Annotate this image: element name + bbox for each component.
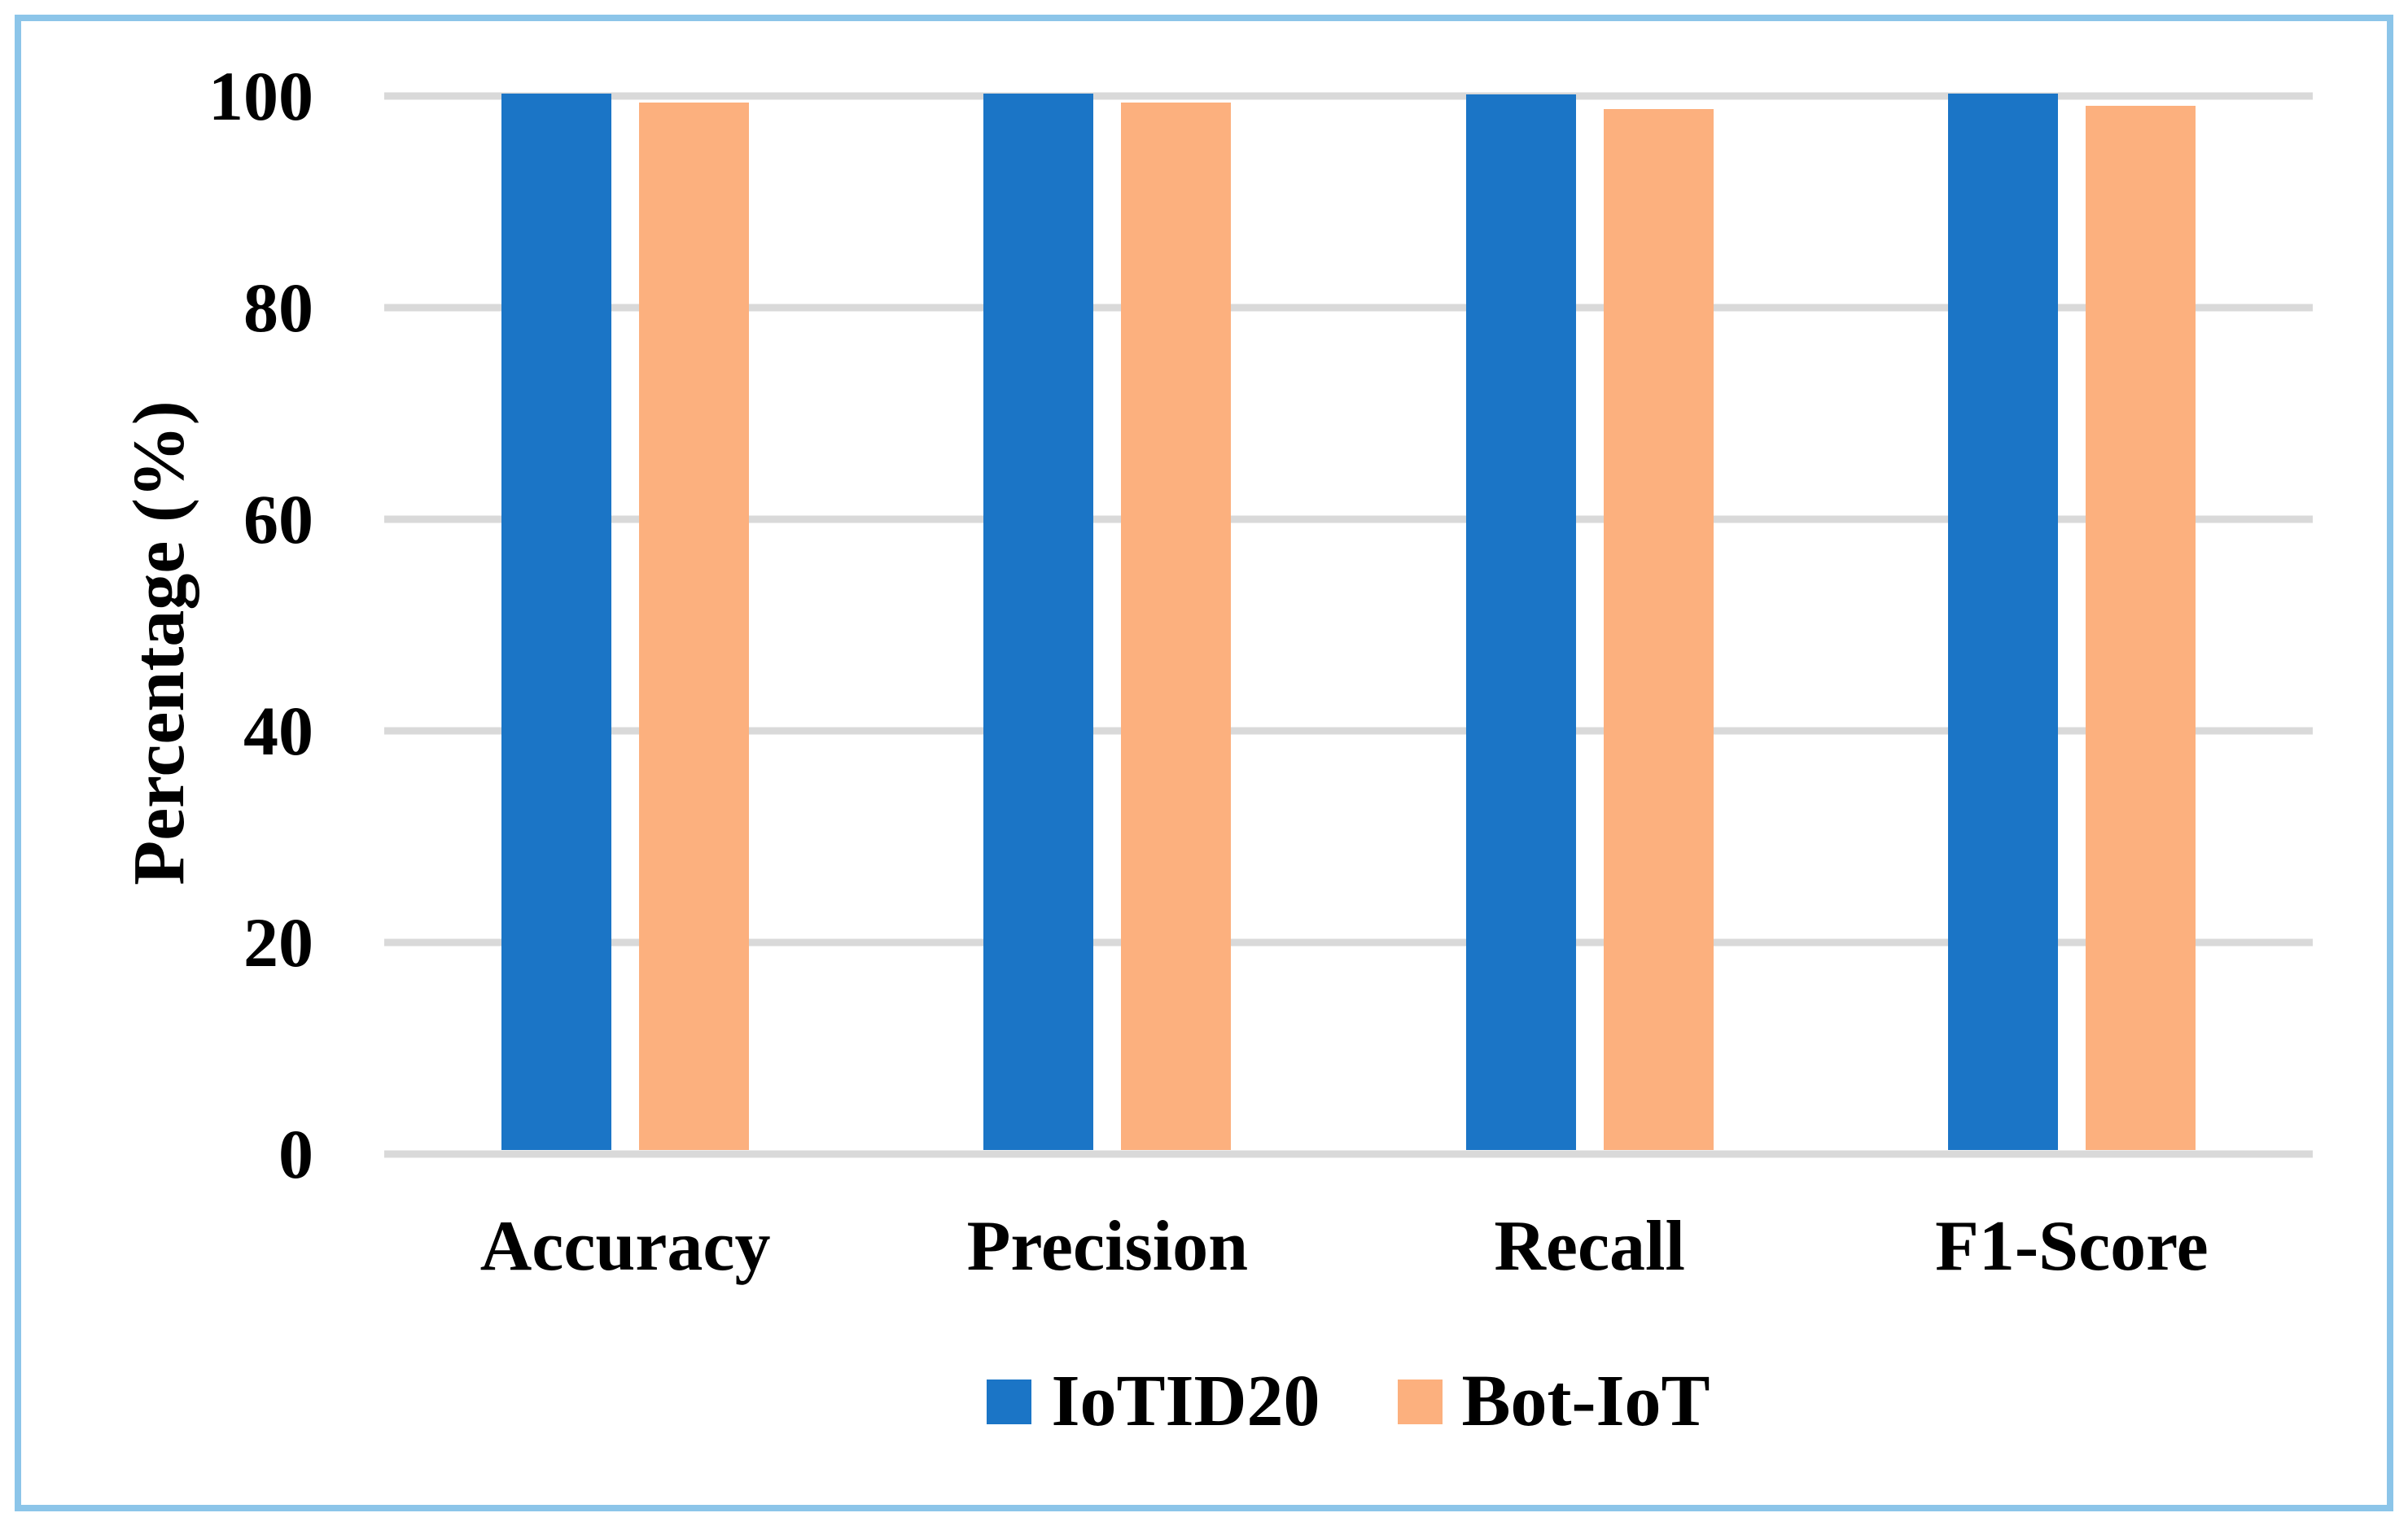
y-tick-label-0: 0 bbox=[278, 1114, 313, 1193]
gridline-100 bbox=[384, 92, 2313, 100]
gridline-20 bbox=[384, 938, 2313, 947]
bar-iotid20-recall bbox=[1465, 94, 1576, 1150]
bar-iotid20-f1-score bbox=[1947, 93, 2058, 1150]
x-category-label-precision: Precision bbox=[966, 1207, 1249, 1286]
gridline-60 bbox=[384, 515, 2313, 523]
y-tick-label-80: 80 bbox=[243, 268, 313, 347]
y-tick-label-40: 40 bbox=[243, 691, 313, 770]
legend-item-iotid20: IoTID20 bbox=[987, 1365, 1320, 1438]
bar-bot-iot-accuracy bbox=[639, 103, 750, 1150]
bar-iotid20-accuracy bbox=[501, 93, 612, 1150]
bar-bot-iot-f1-score bbox=[2085, 106, 2196, 1150]
legend-swatch-bot-iot bbox=[1397, 1379, 1443, 1424]
gridline-0 bbox=[384, 1150, 2313, 1157]
gridline-40 bbox=[384, 727, 2313, 735]
legend-label-bot-iot: Bot-IoT bbox=[1461, 1361, 1710, 1441]
x-category-label-accuracy: Accuracy bbox=[479, 1207, 771, 1286]
legend-item-bot-iot: Bot-IoT bbox=[1397, 1361, 1710, 1441]
legend: IoTID20 Bot-IoT bbox=[384, 1353, 2313, 1450]
gridline-80 bbox=[384, 304, 2313, 312]
x-category-label-f1-score: F1-Score bbox=[1935, 1207, 2209, 1286]
y-tick-label-60: 60 bbox=[243, 479, 313, 558]
legend-label-iotid20: IoTID20 bbox=[1051, 1361, 1320, 1441]
x-category-label-recall: Recall bbox=[1494, 1207, 1685, 1286]
y-tick-label-20: 20 bbox=[243, 903, 313, 982]
bar-iotid20-precision bbox=[983, 93, 1094, 1150]
y-tick-label-100: 100 bbox=[208, 57, 313, 135]
bar-bot-iot-recall bbox=[1603, 109, 1714, 1150]
legend-swatch-iotid20 bbox=[987, 1379, 1032, 1424]
bar-bot-iot-precision bbox=[1121, 103, 1232, 1150]
y-axis-title: Percentage (%) bbox=[119, 400, 199, 885]
